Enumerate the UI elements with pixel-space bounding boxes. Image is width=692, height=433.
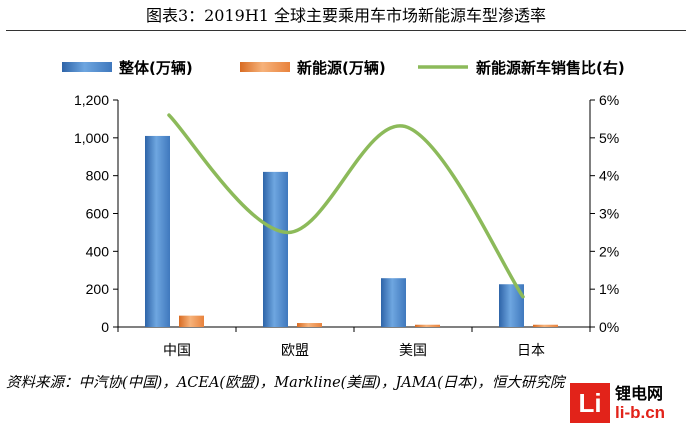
- bar-ev: [415, 324, 440, 327]
- y-tick-label: 1,000: [74, 130, 109, 146]
- title-divider: [6, 30, 686, 31]
- y-tick-label: 800: [86, 168, 110, 184]
- y-tick-label: 1,200: [74, 92, 109, 108]
- bar-ev: [297, 323, 322, 327]
- x-tick-label: 日本: [517, 343, 545, 359]
- x-tick-label: 美国: [399, 343, 427, 359]
- x-tick-label: 欧盟: [281, 343, 309, 359]
- source-note: 资料来源：中汽协(中国)，ACEA(欧盟)，Markline(美国)，JAMA(…: [6, 375, 565, 391]
- y2-tick-label: 2%: [599, 243, 619, 259]
- page-title: 图表3：2019H1 全球主要乘用车市场新能源车型渗透率: [145, 6, 547, 25]
- bar-total: [145, 135, 170, 327]
- y2-tick-label: 1%: [599, 281, 619, 297]
- y-tick-label: 400: [86, 243, 110, 259]
- watermark: Li 锂电网 li-b.cn: [570, 375, 688, 431]
- bar-total: [381, 278, 406, 327]
- legend-label-ev: 新能源(万辆): [297, 59, 386, 77]
- chart-marks: [145, 113, 558, 327]
- watermark-text: 锂电网 li-b.cn: [615, 384, 665, 422]
- watermark-domain: li-b.cn: [615, 403, 666, 422]
- legend-swatch-ev: [240, 62, 290, 72]
- y2-tick-label: 5%: [599, 130, 619, 146]
- watermark-logo: Li: [570, 383, 610, 423]
- y-tick-label: 600: [86, 206, 110, 222]
- ratio-line: [167, 113, 525, 299]
- y-tick-label: 0: [101, 319, 109, 335]
- legend-label-ratio: 新能源新车销售比(右): [476, 59, 625, 77]
- watermark-name: 锂电网: [615, 384, 664, 403]
- legend: 整体(万辆) 新能源(万辆) 新能源新车销售比(右): [62, 59, 625, 77]
- y2-tick-label: 6%: [599, 92, 619, 108]
- x-tick-label: 中国: [163, 343, 191, 359]
- y-tick-label: 200: [86, 281, 110, 297]
- bar-total: [263, 171, 288, 327]
- bar-ev: [533, 324, 558, 327]
- legend-label-total: 整体(万辆): [119, 59, 193, 77]
- y2-tick-label: 0%: [599, 319, 619, 335]
- legend-swatch-total: [62, 62, 112, 72]
- chart: 整体(万辆) 新能源(万辆) 新能源新车销售比(右) 0 200 400 600 800 1,…: [62, 59, 625, 359]
- y2-tick-label: 4%: [599, 168, 619, 184]
- bar-ev: [179, 315, 204, 327]
- y2-tick-label: 3%: [599, 206, 619, 222]
